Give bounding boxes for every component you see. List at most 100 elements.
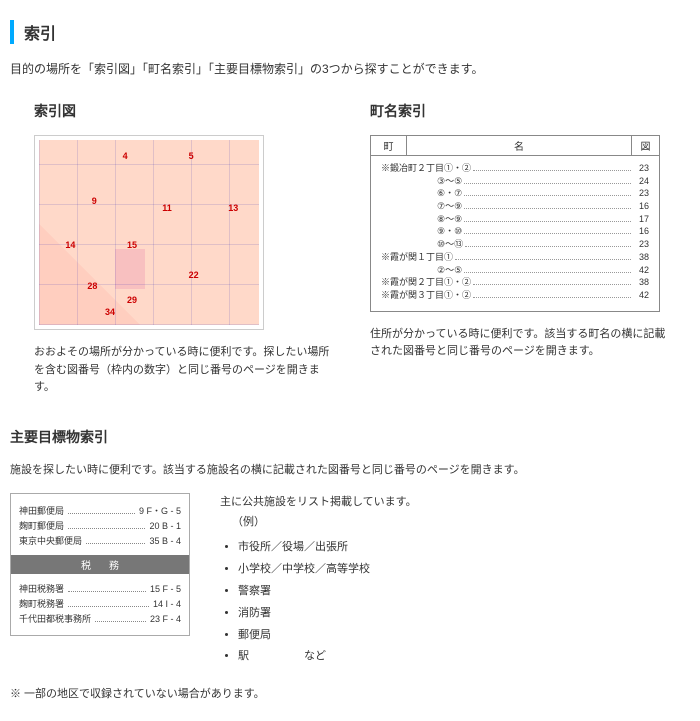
town-header-name: 名 [407,136,631,155]
landmark-example-label: （例） [220,513,690,533]
town-index-row: ⑩～⑬ 23 [381,239,649,251]
town-index-row: ※鍛冶町２丁目①・② 23 [381,163,649,175]
town-row-label: ⑨・⑩ [381,226,462,238]
leader-dots [68,528,145,529]
town-row-label: ②～⑤ [381,265,462,277]
landmark-list-item: 郵便局 [238,626,690,646]
town-row-page: 23 [633,163,649,175]
leader-dots [473,278,631,285]
map-grid-number: 22 [189,270,199,280]
map-grid-number: 34 [105,307,115,317]
landmark-row: 東京中央郵便局 35 B - 4 [19,534,181,547]
town-row-label: ※霞が関１丁目① [381,252,453,264]
town-row-page: 16 [633,201,649,213]
landmark-right: 主に公共施設をリスト掲載しています。 （例） 市役所／役場／出張所小学校／中学校… [220,493,690,669]
town-index-row: ⑥・⑦ 23 [381,188,649,200]
town-row-page: 24 [633,176,649,188]
landmark-row-label: 東京中央郵便局 [19,534,82,547]
two-column-layout: 索引図 4591113141522282934 おおよその場所が分かっている時に… [10,101,690,397]
map-grid-number: 4 [123,151,128,161]
landmark-row: 麹町税務署 14 I - 4 [19,597,181,610]
town-row-page: 42 [633,290,649,302]
town-header-map: 図 [631,136,659,155]
landmark-row-label: 神田郵便局 [19,504,64,517]
index-map-grid-numbers: 4591113141522282934 [39,140,259,325]
town-index-row: ⑨・⑩16 [381,226,649,238]
leader-dots [464,189,631,196]
town-header-machi: 町 [371,136,407,155]
leader-dots [473,164,631,171]
map-grid-number: 15 [127,240,137,250]
index-map-image-frame: 4591113141522282934 [34,135,264,330]
town-row-label: ⑥・⑦ [381,188,462,200]
town-index-body: ※鍛冶町２丁目①・② 23 ③～⑤ 24 ⑥・⑦ 23 ⑦～⑨ 16 ⑧～⑨ 17⑨・⑩16⑩～⑬… [371,156,659,311]
landmark-row-value: 23 F - 4 [150,614,181,624]
landmark-row-value: 15 F - 5 [150,584,181,594]
landmark-list-item: 市役所／役場／出張所 [238,538,690,558]
map-grid-number: 29 [127,295,137,305]
landmark-left: 神田郵便局9 F・G - 5麹町郵便局20 B - 1東京中央郵便局35 B -… [10,493,190,669]
landmark-row-label: 神田税務署 [19,582,64,595]
leader-dots [68,606,149,607]
index-map-title: 索引図 [10,101,330,121]
town-row-label: ⑦～⑨ [381,201,462,213]
leader-dots [473,291,631,298]
landmark-list-item: 駅 など [238,647,690,667]
landmark-top-list: 神田郵便局9 F・G - 5麹町郵便局20 B - 1東京中央郵便局35 B -… [19,504,181,547]
landmark-list-item: 消防署 [238,604,690,624]
landmark-right-heading: 主に公共施設をリスト掲載しています。 [220,493,690,513]
landmark-example-list: 市役所／役場／出張所小学校／中学校／高等学校警察署消防署郵便局駅 など [220,538,690,667]
landmark-row: 千代田都税事務所 23 F - 4 [19,612,181,625]
landmark-box: 神田郵便局9 F・G - 5麹町郵便局20 B - 1東京中央郵便局35 B -… [10,493,190,636]
landmark-row: 麹町郵便局 20 B - 1 [19,519,181,532]
map-grid-number: 11 [162,203,172,213]
landmark-row: 神田税務署 15 F - 5 [19,582,181,595]
town-index-title: 町名索引 [370,101,670,121]
town-index-row: ⑧～⑨ 17 [381,214,649,226]
footnote: ※ 一部の地区で収録されていない場合があります。 [10,685,690,701]
leader-dots [464,266,631,273]
landmark-row-value: 20 B - 1 [149,521,181,531]
town-row-label: ※鍛冶町２丁目①・② [381,163,471,175]
landmark-row-label: 麹町郵便局 [19,519,64,532]
town-row-page: 38 [633,277,649,289]
landmark-title: 主要目標物索引 [10,427,690,447]
index-map-image: 4591113141522282934 [39,140,259,325]
town-row-label: ※霞が関２丁目①・② [381,277,471,289]
town-row-page: 23 [633,239,649,251]
town-row-label: ⑩～⑬ [381,239,463,251]
landmark-row-value: 35 B - 4 [149,536,181,546]
landmark-list-item: 小学校／中学校／高等学校 [238,560,690,580]
town-index-row: ※霞が関３丁目①・② 42 [381,290,649,302]
map-grid-number: 13 [228,203,238,213]
town-index-row: ※霞が関１丁目①38 [381,252,649,264]
landmark-row-value: 14 I - 4 [153,599,181,609]
town-row-page: 17 [633,214,649,226]
landmark-row-label: 千代田都税事務所 [19,612,91,625]
town-index-desc: 住所が分かっている時に便利です。該当する町名の横に記載された図番号と同じ番号のペ… [370,326,670,361]
index-map-section: 索引図 4591113141522282934 おおよその場所が分かっている時に… [10,101,330,397]
town-index-header: 町 名 図 [371,136,659,156]
landmark-row-label: 麹町税務署 [19,597,64,610]
landmark-bottom-list: 神田税務署 15 F - 5 麹町税務署 14 I - 4 千代田都税事務所 23 F -… [19,582,181,625]
town-index-table: 町 名 図 ※鍛冶町２丁目①・②23③～⑤24⑥・⑦23⑦～⑨16⑧～⑨17⑨・… [370,135,660,312]
map-grid-number: 14 [65,240,75,250]
page-intro: 目的の場所を「索引図」「町名索引」「主要目標物索引」の3つから探すことができます… [10,60,690,77]
town-row-label: ③～⑤ [381,176,462,188]
town-row-label: ⑧～⑨ [381,214,462,226]
landmark-columns: 神田郵便局9 F・G - 5麹町郵便局20 B - 1東京中央郵便局35 B -… [10,493,690,669]
town-index-row: ⑦～⑨ 16 [381,201,649,213]
town-index-row: ②～⑤ 42 [381,265,649,277]
town-index-row: ③～⑤ 24 [381,176,649,188]
leader-dots [464,227,631,234]
leader-dots [95,621,146,622]
town-row-label: ※霞が関３丁目①・② [381,290,471,302]
leader-dots [465,240,631,247]
map-grid-number: 28 [87,281,97,291]
town-row-page: 42 [633,265,649,277]
town-row-page: 23 [633,188,649,200]
page-title-wrap: 索引 [10,20,690,44]
leader-dots [68,591,146,592]
town-index-row: ※霞が関２丁目①・② 38 [381,277,649,289]
leader-dots [68,513,135,514]
